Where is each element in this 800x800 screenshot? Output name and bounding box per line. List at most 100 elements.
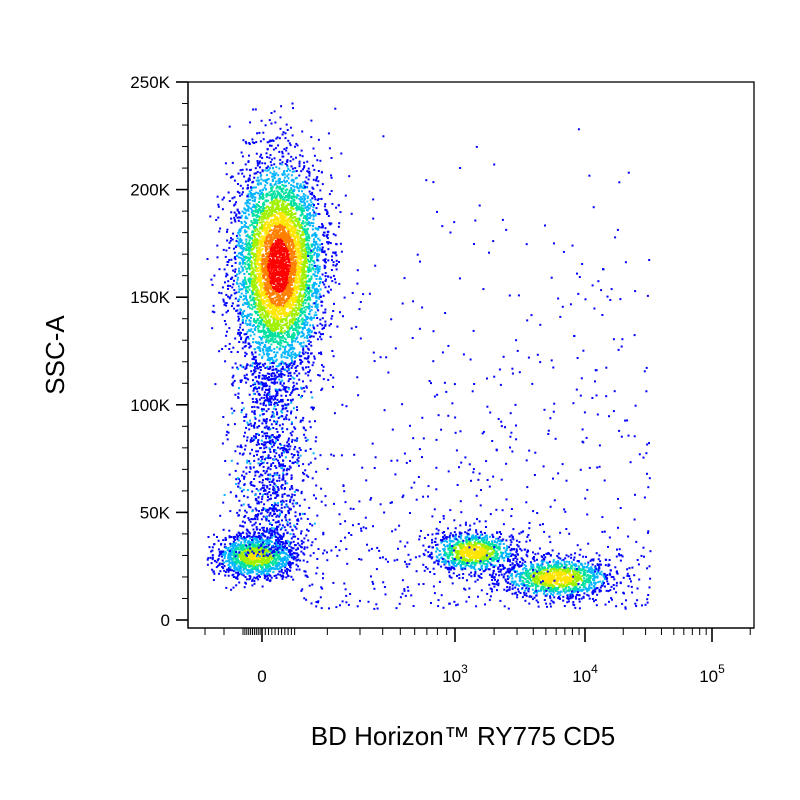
event-dot	[290, 278, 293, 281]
event-dot	[275, 358, 278, 361]
event-dot	[297, 284, 300, 287]
event-dot	[278, 150, 281, 153]
event-dot	[302, 301, 305, 304]
event-dot	[326, 241, 329, 244]
event-dot	[318, 270, 321, 273]
event-dot	[320, 197, 323, 200]
event-dot	[272, 222, 275, 225]
event-dot	[220, 292, 223, 295]
event-dot	[279, 262, 282, 265]
event-dot	[282, 223, 285, 226]
event-dot	[217, 205, 220, 208]
event-dot	[248, 329, 250, 332]
event-dot	[262, 301, 264, 304]
event-dot	[282, 205, 285, 208]
event-dot	[296, 409, 299, 411]
event-dot	[313, 314, 316, 317]
event-dot	[331, 255, 333, 258]
event-dot	[313, 194, 315, 197]
event-dot	[296, 336, 299, 339]
event-dot	[218, 230, 221, 233]
event-dot	[256, 272, 259, 275]
event-dot	[282, 214, 285, 217]
event-dot	[325, 278, 328, 281]
event-dot	[254, 305, 257, 308]
event-dot	[247, 342, 250, 345]
event-dot	[299, 300, 302, 302]
event-dot	[251, 193, 254, 195]
event-dot	[261, 162, 264, 165]
event-dot	[261, 225, 264, 228]
event-dot	[276, 212, 278, 215]
event-dot	[304, 206, 307, 209]
event-dot	[265, 178, 268, 181]
event-dot	[286, 274, 288, 277]
event-dot	[304, 319, 307, 322]
event-dot	[251, 324, 254, 327]
event-dot	[328, 147, 331, 150]
event-dot	[268, 140, 271, 143]
event-dot	[278, 274, 281, 277]
event-dot	[319, 189, 322, 192]
event-dot	[302, 294, 305, 297]
event-dot	[245, 238, 248, 241]
event-dot	[286, 356, 289, 359]
event-dot	[253, 210, 256, 213]
event-dot	[305, 357, 308, 360]
event-dot	[323, 231, 326, 234]
event-dot	[281, 232, 284, 235]
event-dot	[312, 203, 315, 205]
event-dot	[262, 307, 265, 310]
event-dot	[324, 203, 327, 206]
event-dot	[263, 186, 266, 189]
event-dot	[279, 158, 282, 161]
event-dot	[292, 234, 295, 237]
event-dot	[293, 372, 296, 375]
event-dot	[324, 280, 327, 283]
event-dot	[287, 211, 290, 214]
event-dot	[239, 308, 242, 311]
event-dot	[254, 233, 257, 236]
event-dot	[298, 276, 301, 279]
event-dot	[290, 325, 293, 328]
event-dot	[278, 362, 281, 365]
event-dot	[273, 200, 276, 202]
event-dot	[276, 319, 279, 322]
event-dot	[265, 223, 268, 225]
event-dot	[221, 198, 224, 201]
event-dot	[275, 317, 277, 320]
event-dot	[308, 217, 311, 220]
event-dot	[319, 249, 322, 252]
event-dot	[267, 253, 270, 256]
event-dot	[299, 314, 302, 317]
event-dot	[237, 211, 240, 214]
event-dot	[290, 351, 293, 354]
event-dot	[241, 315, 244, 318]
event-dot	[271, 271, 274, 274]
event-dot	[301, 245, 303, 248]
event-dot	[258, 250, 261, 253]
event-dot	[253, 200, 256, 203]
event-dot	[273, 291, 276, 294]
event-dot	[245, 288, 248, 291]
event-dot	[253, 358, 256, 361]
event-dot	[246, 323, 249, 326]
event-dot	[286, 269, 289, 272]
event-dot	[266, 216, 269, 219]
event-dot	[289, 216, 292, 218]
event-dot	[243, 345, 246, 348]
event-dot	[296, 278, 299, 281]
event-dot	[258, 197, 261, 200]
event-dot	[275, 365, 278, 368]
event-dot	[271, 293, 274, 296]
event-dot	[312, 267, 315, 270]
event-dot	[277, 373, 280, 376]
event-dot	[321, 273, 324, 276]
event-dot	[240, 292, 243, 295]
event-dot	[241, 155, 244, 158]
event-dot	[258, 294, 261, 296]
event-dot	[306, 335, 308, 338]
event-dot	[233, 216, 236, 219]
event-dot	[283, 211, 286, 214]
event-dot	[266, 277, 269, 280]
